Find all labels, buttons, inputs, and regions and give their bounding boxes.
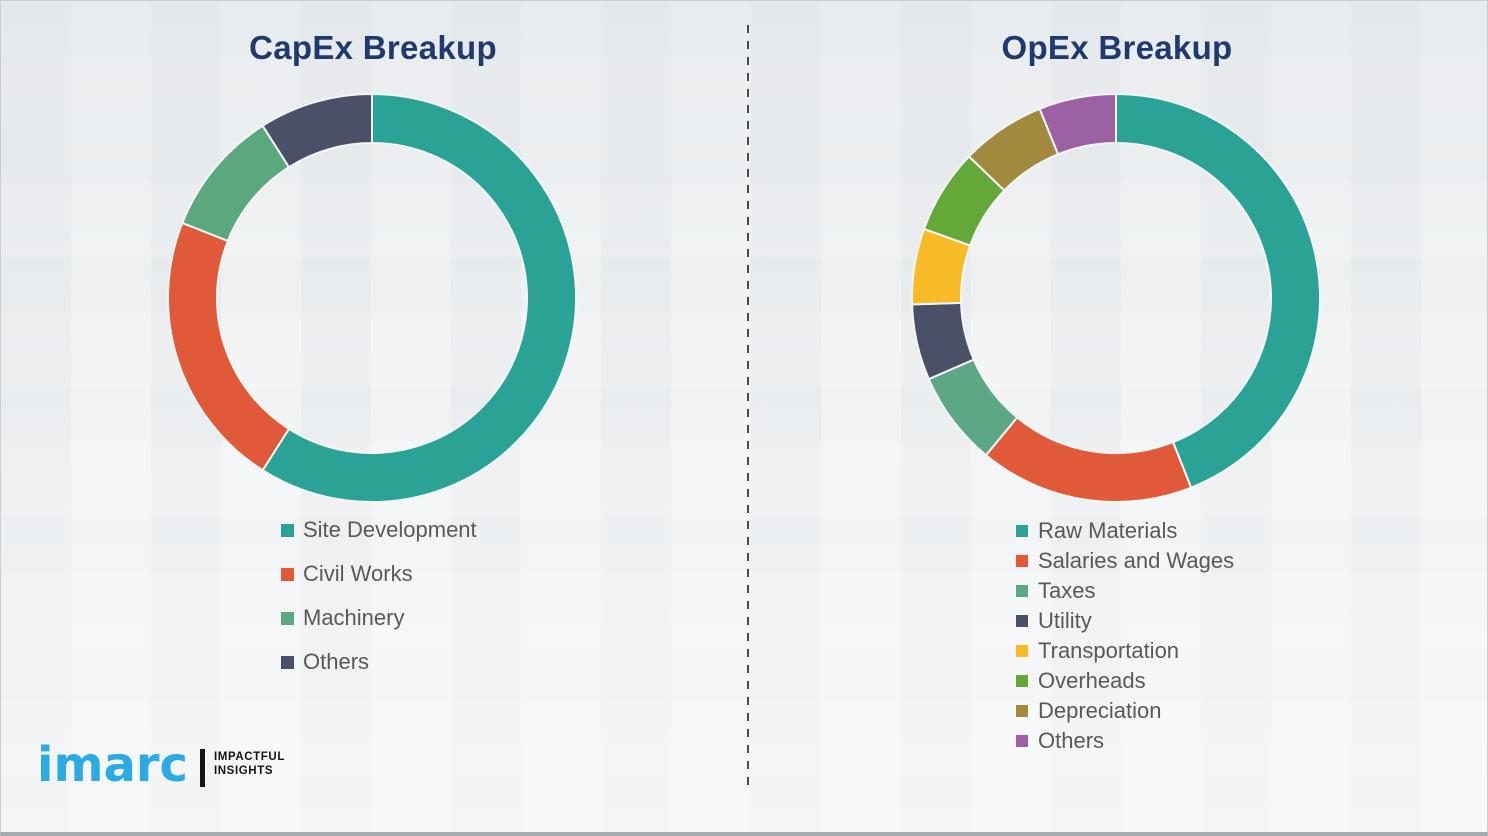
legend-swatch-others: [281, 655, 294, 669]
legend-label-salaries-and-wages: Salaries and Wages: [1038, 548, 1235, 573]
legend-item-utility: Utility: [1016, 609, 1234, 633]
legend-label-taxes: Taxes: [1038, 578, 1096, 603]
donut-segment-others: [261, 92, 373, 169]
logo-tagline-line1: IMPACTFUL: [213, 751, 285, 763]
logo-tagline-line2: INSIGHTS: [213, 765, 274, 777]
section-divider: [747, 25, 749, 791]
legend-swatch-raw-materials: [1016, 525, 1028, 537]
legend-swatch-utility: [1016, 615, 1028, 627]
legend-item-machinery: Machinery: [281, 605, 477, 631]
capex-legend: Site Development Civil Works Machinery Othe…: [281, 517, 477, 693]
donut-segment-raw-materials: [1115, 92, 1321, 489]
legend-label-utility: Utility: [1038, 608, 1092, 633]
legend-swatch-depreciation: [1016, 705, 1028, 717]
opex-legend: Raw Materials Salaries and Wages Taxes Util…: [1016, 519, 1234, 759]
legend-item-taxes: Taxes: [1016, 579, 1234, 603]
legend-item-overheads: Overheads: [1016, 669, 1234, 693]
legend-swatch-others: [1016, 735, 1028, 747]
capex-donut-chart: [167, 92, 577, 503]
legend-label-depreciation: Depreciation: [1038, 698, 1162, 723]
legend-item-depreciation: Depreciation: [1016, 699, 1234, 723]
donut-segment-civil-works: [167, 221, 291, 472]
legend-item-raw-materials: Raw Materials: [1016, 519, 1234, 543]
logo-tagline: IMPACTFUL INSIGHTS: [214, 750, 285, 778]
logo-divider-bar: [199, 749, 205, 787]
legend-label-others: Others: [303, 649, 370, 674]
legend-swatch-salaries-and-wages: [1016, 555, 1028, 567]
legend-label-overheads: Overheads: [1038, 668, 1146, 693]
imarc-logo: imarc IMPACTFUL INSIGHTS: [37, 739, 285, 791]
donut-segment-others: [1038, 92, 1117, 156]
opex-donut-chart: [911, 92, 1321, 503]
legend-label-raw-materials: Raw Materials: [1038, 518, 1178, 543]
legend-swatch-taxes: [1016, 585, 1028, 597]
donut-segment-salaries-and-wages: [984, 416, 1193, 503]
legend-swatch-overheads: [1016, 675, 1028, 687]
legend-label-site-development: Site Development: [303, 517, 477, 542]
legend-swatch-transportation: [1016, 645, 1028, 657]
capex-chart-title: CapEx Breakup: [249, 29, 497, 66]
legend-label-civil-works: Civil Works: [303, 561, 413, 586]
legend-item-civil-works: Civil Works: [281, 561, 477, 587]
legend-item-salaries-and-wages: Salaries and Wages: [1016, 549, 1234, 573]
legend-item-site-development: Site Development: [281, 517, 477, 543]
imarc-wordmark: imarc: [37, 737, 188, 793]
legend-item-transportation: Transportation: [1016, 639, 1234, 663]
legend-item-others: Others: [1016, 729, 1234, 753]
legend-item-others: Others: [281, 649, 477, 675]
legend-label-others: Others: [1038, 728, 1105, 753]
donut-segment-site-development: [261, 92, 577, 503]
opex-chart-title: OpEx Breakup: [1001, 29, 1233, 66]
legend-swatch-machinery: [281, 611, 294, 625]
legend-label-machinery: Machinery: [303, 605, 405, 630]
legend-swatch-site-development: [281, 523, 294, 537]
legend-swatch-civil-works: [281, 567, 294, 581]
legend-label-transportation: Transportation: [1038, 638, 1180, 663]
